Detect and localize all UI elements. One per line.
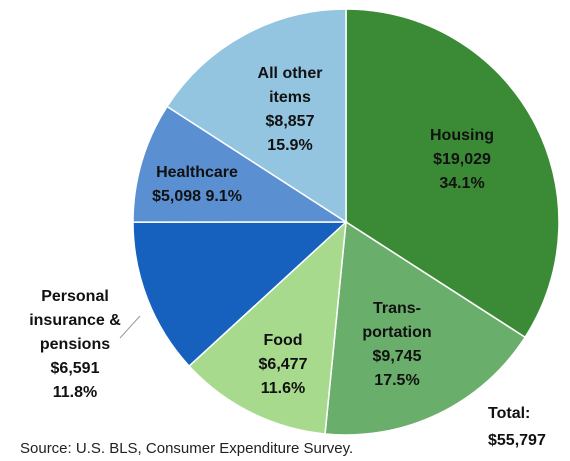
category-label: Personal insurance & pensions: [29, 288, 121, 353]
category-label: Housing: [430, 127, 494, 144]
leader-line: [119, 315, 141, 339]
total-title: Total:: [488, 405, 531, 422]
value-label: $6,477: [258, 356, 308, 373]
slice: [324, 220, 527, 436]
value-label: $6,591: [50, 360, 100, 377]
slice-label: Personal insurance & pensions $6,591 11.8%: [29, 285, 121, 405]
slice-label: All other items $8,857 15.9%: [258, 62, 323, 158]
total: Total: $55,797: [488, 400, 546, 454]
slice: [345, 8, 560, 339]
slice-label: Healthcare $5,098 9.1%: [152, 161, 242, 209]
slice: [132, 105, 349, 223]
slice-label: Housing $19,029 34.1%: [430, 124, 494, 196]
percent-label: 34.1%: [439, 175, 485, 192]
slice-label: Trans- portation $9,745 17.5%: [362, 297, 431, 393]
percent-label: 9.1%: [205, 188, 242, 205]
percent-label: 17.5%: [374, 372, 420, 389]
slice: [166, 8, 347, 224]
percent-label: 11.8%: [52, 384, 98, 401]
slice: [132, 221, 348, 368]
value-label: $5,098: [152, 188, 202, 205]
slice: [188, 220, 347, 435]
value-label: $19,029: [433, 151, 491, 168]
total-value: $55,797: [488, 432, 546, 449]
category-label: Healthcare: [156, 164, 238, 181]
source: Source: U.S. BLS, Consumer Expenditure S…: [20, 440, 354, 457]
value-label: $9,745: [372, 348, 422, 365]
slice-label: Food $6,477 11.6%: [259, 329, 308, 401]
category-label: Trans- portation: [362, 300, 432, 341]
percent-label: 15.9%: [267, 137, 313, 154]
value-label: $8,857: [265, 113, 315, 130]
category-label: Food: [263, 332, 303, 349]
category-label: All other items: [257, 65, 323, 106]
percent-label: 11.6%: [260, 380, 306, 397]
